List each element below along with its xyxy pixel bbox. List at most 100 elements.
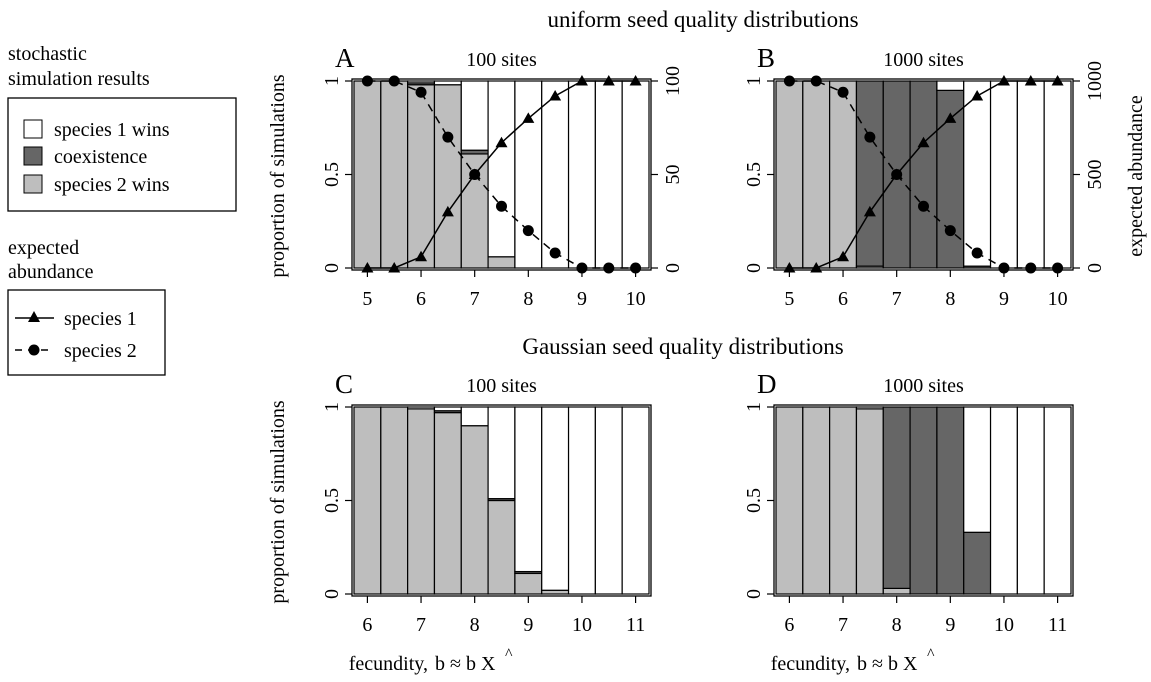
legend-label-coexistence: coexistence bbox=[54, 146, 147, 168]
bar-species-1-wins-6 bbox=[514, 80, 543, 269]
bar-species-1-wins-5 bbox=[487, 406, 516, 500]
chart-panel-d: D 1000 sites 6 7 8 9 10 11 0 0.5 1 bbox=[743, 369, 1074, 636]
x-tick-label-9: 9 bbox=[577, 288, 587, 310]
x-tick-label-8: 8 bbox=[523, 288, 533, 310]
species1-point-0 bbox=[361, 262, 374, 273]
species2-point-5 bbox=[918, 200, 929, 212]
bar-coexistence-5 bbox=[909, 80, 938, 269]
legend-label-species2-wins: species 2 wins bbox=[54, 174, 170, 196]
species1-point-9 bbox=[1024, 75, 1037, 86]
bar-coexistence-3 bbox=[855, 80, 884, 267]
species2-point-1 bbox=[388, 75, 400, 87]
x-tick-label-7: 7 bbox=[470, 288, 480, 310]
species2-point-2 bbox=[415, 86, 427, 98]
species1-point-9 bbox=[602, 75, 615, 86]
bar-species-1-wins-8 bbox=[567, 80, 596, 269]
species1-point-1 bbox=[388, 262, 401, 273]
x-tick-label-6: 6 bbox=[362, 614, 372, 636]
species2-point-3 bbox=[442, 131, 454, 143]
y-axis-label-left-top: proportion of simulations bbox=[267, 74, 289, 278]
bar-species-1-wins-2 bbox=[407, 80, 436, 84]
bar-species-2-wins-3 bbox=[855, 408, 884, 595]
species2-point-8 bbox=[576, 262, 588, 274]
x-axis-label-left: fecundity, b ≈ b X ^ bbox=[349, 646, 513, 675]
species2-point-8 bbox=[998, 262, 1010, 274]
y-tick-label-1: 1 bbox=[743, 402, 765, 412]
bar-species-2-wins-5 bbox=[487, 256, 516, 269]
outcome-legend-heading-2: simulation results bbox=[8, 68, 150, 90]
species1-point-3 bbox=[441, 205, 454, 217]
chart-panel-c: C 100 sites 6 7 8 9 10 11 0 0.5 1 bbox=[321, 369, 652, 636]
x-axis-label-right-prefix: fecundity, bbox=[771, 653, 850, 675]
bar-species-2-wins-0 bbox=[775, 406, 804, 595]
x-tick-label-11: 11 bbox=[626, 614, 645, 636]
right-y-tick-label-0: 0 bbox=[662, 263, 684, 273]
species1-point-6 bbox=[944, 112, 957, 123]
outcome-legend: stochastic simulation results species 1 … bbox=[7, 43, 237, 212]
abundance-legend-heading-2: abundance bbox=[8, 261, 94, 283]
legend-label-species2: species 2 bbox=[64, 340, 137, 362]
legend-label-species1: species 1 bbox=[64, 308, 137, 330]
bar-species-2-wins-2 bbox=[407, 408, 436, 595]
species1-point-6 bbox=[522, 112, 535, 123]
legend-species2-circle-icon bbox=[28, 344, 40, 356]
legend-swatch-species2-wins bbox=[23, 174, 43, 194]
bar-species-1-wins-4 bbox=[460, 406, 489, 427]
species1-point-8 bbox=[997, 75, 1010, 86]
species1-point-10 bbox=[629, 75, 642, 86]
row-title-uniform: uniform seed quality distributions bbox=[547, 7, 858, 32]
bar-species-1-wins-3 bbox=[433, 80, 462, 86]
bar-species-2-wins-6 bbox=[514, 572, 543, 595]
bar-species-2-wins-1 bbox=[802, 406, 831, 595]
right-y-tick-label-100: 100 bbox=[662, 66, 684, 96]
right-y-tick-label-500: 500 bbox=[1084, 160, 1106, 190]
x-axis-label-right-hat: ^ bbox=[927, 646, 935, 663]
bar-species-1-wins-6 bbox=[936, 80, 965, 91]
row-title-gaussian: Gaussian seed quality distributions bbox=[522, 334, 843, 359]
x-tick-label-7: 7 bbox=[892, 288, 902, 310]
bar-species-1-wins-4 bbox=[460, 80, 489, 151]
species2-point-5 bbox=[496, 200, 507, 212]
x-axis-label-left-hat: ^ bbox=[505, 646, 513, 663]
y-tick-label-1: 1 bbox=[321, 76, 343, 86]
x-tick-label-6: 6 bbox=[784, 614, 794, 636]
legend-label-species1-wins: species 1 wins bbox=[54, 119, 170, 141]
species1-point-5 bbox=[495, 136, 508, 148]
bar-coexistence-7 bbox=[963, 531, 992, 595]
bar-species-1-wins-9 bbox=[594, 80, 623, 269]
panel-letter-c: C bbox=[335, 369, 353, 399]
bar-coexistence-5 bbox=[909, 406, 938, 595]
right-y-tick-label-0: 0 bbox=[1084, 263, 1106, 273]
x-tick-label-6: 6 bbox=[416, 288, 426, 310]
bar-species-1-wins-10 bbox=[621, 80, 650, 269]
outcome-legend-box bbox=[7, 97, 237, 212]
bar-species-1-wins-9 bbox=[594, 406, 623, 595]
species1-point-8 bbox=[575, 75, 588, 86]
x-tick-label-9: 9 bbox=[945, 614, 955, 636]
panel-letter-b: B bbox=[757, 43, 775, 73]
abundance-legend: expected abundance species 1 species 2 bbox=[7, 237, 166, 376]
y-tick-label-0.5: 0.5 bbox=[743, 488, 765, 513]
legend-swatch-coexistence bbox=[23, 146, 43, 166]
bar-species-1-wins-6 bbox=[514, 406, 543, 573]
species2-point-7 bbox=[971, 247, 983, 259]
bar-species-1-wins-10 bbox=[1043, 80, 1072, 269]
x-tick-label-7: 7 bbox=[838, 614, 848, 636]
bar-species-1-wins-10 bbox=[1043, 406, 1072, 595]
bar-species-1-wins-8 bbox=[989, 80, 1018, 269]
x-tick-label-9: 9 bbox=[523, 614, 533, 636]
species2-point-3 bbox=[864, 131, 876, 143]
species2-point-0 bbox=[361, 75, 373, 87]
bar-species-2-wins-0 bbox=[353, 406, 382, 595]
panel-title-c: 100 sites bbox=[466, 375, 537, 397]
panel-letter-d: D bbox=[757, 369, 777, 399]
x-tick-label-8: 8 bbox=[470, 614, 480, 636]
bar-coexistence-4 bbox=[882, 406, 911, 589]
y-tick-label-0: 0 bbox=[743, 589, 765, 599]
bar-species-2-wins-4 bbox=[460, 425, 489, 595]
y-tick-label-0.5: 0.5 bbox=[743, 162, 765, 187]
bar-species-2-wins-4 bbox=[882, 587, 911, 595]
species2-point-4 bbox=[891, 169, 903, 180]
